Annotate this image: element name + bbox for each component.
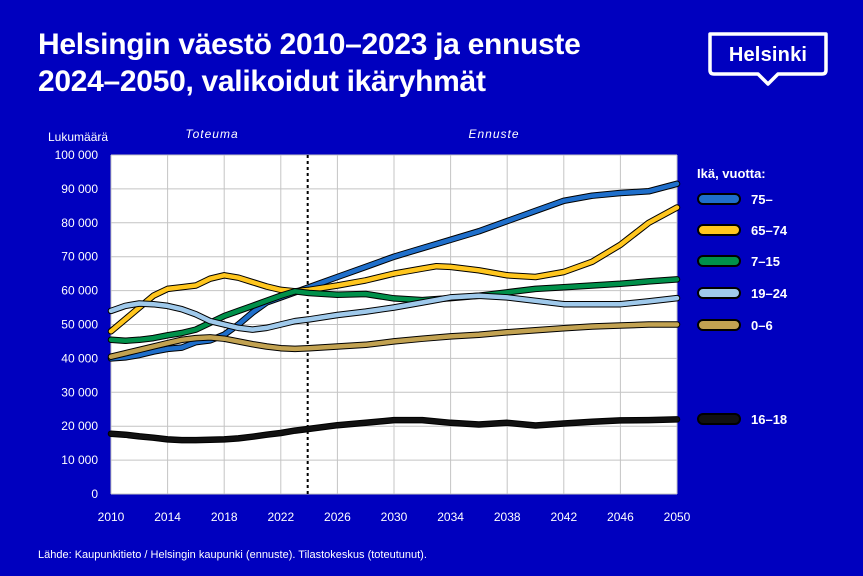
y-tick-label: 20 000 [61, 419, 98, 433]
y-tick-label: 50 000 [61, 318, 98, 332]
x-axis-ticks: 2010 2014 2018 2022 2026 2030 2034 2038 2042 2046… [98, 510, 691, 524]
period-label-forecast: Ennuste [468, 127, 519, 141]
x-tick-label: 2030 [381, 510, 408, 524]
x-tick-label: 2046 [607, 510, 634, 524]
x-tick-label: 2042 [550, 510, 577, 524]
y-tick-label: 10 000 [61, 453, 98, 467]
title-line-2: 2024–2050, valikoidut ikäryhmät [38, 65, 486, 98]
series-0-6-line [108, 322, 680, 359]
x-tick-label: 2014 [154, 510, 181, 524]
y-tick-label: 70 000 [61, 250, 98, 264]
x-tick-label: 2050 [664, 510, 691, 524]
y-axis-ticks: 0 10 000 20 000 30 000 40 000 50 000 60 000 70 … [55, 148, 99, 501]
y-axis-title: Lukumäärä [48, 130, 108, 144]
y-tick-label: 60 000 [61, 284, 98, 298]
y-tick-label: 0 [91, 487, 98, 501]
x-tick-label: 2038 [494, 510, 521, 524]
title-line-1: Helsingin väestö 2010–2023 ja ennuste [38, 28, 581, 61]
chart-title: Helsingin väestö 2010–2023 ja ennuste 20… [38, 26, 581, 100]
legend-label: 75– [751, 192, 773, 207]
logo-frame-icon [708, 32, 828, 86]
x-tick-label: 2022 [267, 510, 294, 524]
legend: 75– 65–74 7–15 19–24 0–6 16–18 [697, 192, 788, 427]
series-7-15-line [108, 277, 680, 344]
legend-label: 0–6 [751, 318, 773, 333]
y-tick-label: 30 000 [61, 385, 98, 399]
y-tick-label: 40 000 [61, 351, 98, 365]
legend-label: 16–18 [751, 412, 787, 427]
legend-swatch [697, 224, 741, 236]
series-19-24-line [108, 293, 680, 332]
legend-swatch [697, 255, 741, 267]
logo-text: Helsinki [728, 44, 808, 66]
legend-label: 19–24 [751, 286, 788, 301]
legend-swatch [697, 193, 741, 205]
period-label-actual: Toteuma [185, 127, 238, 141]
y-tick-label: 80 000 [61, 216, 98, 230]
legend-label: 7–15 [751, 254, 780, 269]
x-tick-label: 2018 [211, 510, 238, 524]
legend-swatch [697, 287, 741, 299]
series-16-18-line [108, 417, 680, 443]
x-tick-label: 2034 [437, 510, 464, 524]
x-tick-label: 2026 [324, 510, 351, 524]
helsinki-logo: Helsinki [706, 30, 830, 88]
y-tick-label: 90 000 [61, 182, 98, 196]
legend-swatch [697, 319, 741, 331]
series-lines [107, 180, 681, 444]
x-tick-label: 2010 [98, 510, 125, 524]
legend-swatch [697, 413, 741, 425]
legend-label: 65–74 [751, 223, 788, 238]
legend-title: Ikä, vuotta: [697, 166, 766, 181]
source-note: Lähde: Kaupunkitieto / Helsingin kaupunk… [38, 549, 427, 561]
y-tick-label: 100 000 [55, 148, 99, 162]
